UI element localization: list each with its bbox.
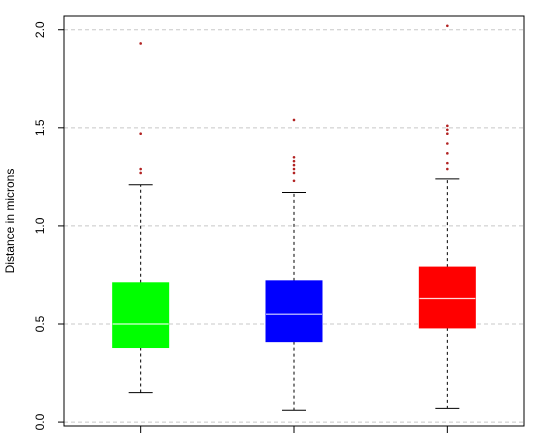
y-axis: 0.0 0.5 1.0 1.5 2.0 — [33, 21, 64, 430]
outlier-point — [446, 124, 449, 128]
outlier-point — [292, 171, 296, 175]
outlier-point — [292, 179, 296, 183]
y-tick-label: 2.0 — [33, 21, 47, 38]
y-tick-label: 1.5 — [33, 119, 47, 136]
box-group — [112, 42, 170, 394]
outlier-point — [446, 24, 449, 28]
outlier-point — [446, 167, 449, 171]
box-iqr — [418, 266, 476, 329]
box-iqr — [265, 280, 323, 343]
outlier-point — [446, 152, 449, 155]
x-axis — [140, 426, 448, 433]
y-axis-label: Distance in microns — [3, 169, 17, 274]
box-group — [265, 118, 323, 411]
y-tick-label: 0.5 — [33, 315, 47, 332]
outlier-point — [292, 118, 296, 122]
plot-frame — [63, 15, 525, 427]
outlier-point — [292, 159, 296, 163]
outlier-point — [292, 163, 296, 167]
box-iqr — [112, 282, 170, 349]
outlier-point — [446, 161, 449, 165]
outlier-point — [139, 171, 142, 175]
outlier-point — [446, 132, 449, 136]
outlier-point — [139, 167, 142, 171]
outlier-point — [139, 132, 142, 136]
box-group — [418, 24, 476, 409]
y-tick-label: 0.0 — [33, 413, 47, 430]
boxes — [112, 24, 476, 411]
outlier-point — [139, 42, 142, 45]
outlier-point — [446, 142, 449, 145]
outlier-point — [292, 167, 296, 171]
y-tick-label: 1.0 — [33, 217, 47, 234]
outlier-point — [292, 155, 296, 159]
outlier-point — [446, 128, 449, 132]
